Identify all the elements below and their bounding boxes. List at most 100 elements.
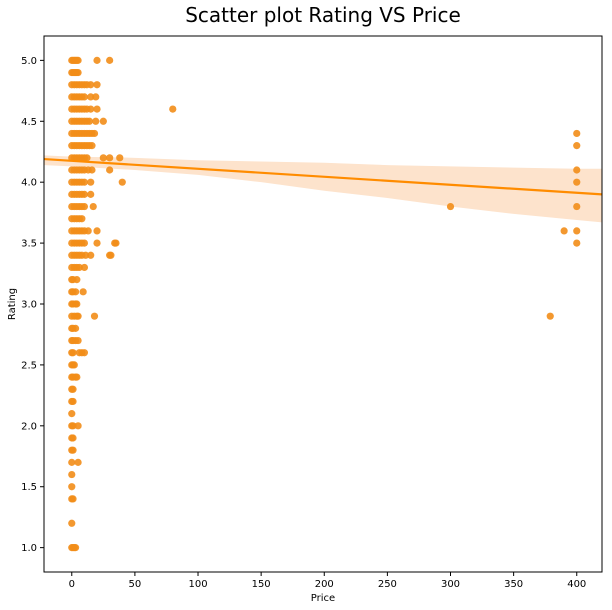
data-point	[573, 227, 581, 235]
data-point	[446, 202, 455, 211]
data-point	[71, 544, 80, 552]
data-point	[75, 263, 83, 272]
data-point	[69, 397, 77, 406]
x-tick-label: 250	[378, 579, 397, 590]
data-point	[69, 349, 77, 357]
x-tick-label: 200	[315, 579, 334, 590]
x-tick-label: 400	[567, 579, 586, 590]
data-point	[74, 458, 82, 466]
x-axis-label: Price	[311, 593, 335, 604]
y-tick-label: 3.0	[21, 300, 37, 311]
data-point	[573, 129, 581, 138]
chart-title: Scatter plot Rating VS Price	[185, 3, 461, 27]
data-point	[118, 178, 126, 186]
y-tick-label: 2.0	[21, 421, 37, 432]
data-point	[106, 154, 114, 162]
data-point	[560, 227, 568, 235]
data-point	[112, 239, 120, 247]
y-tick-label: 1.0	[21, 543, 37, 554]
data-point	[90, 129, 99, 138]
data-point	[80, 190, 88, 198]
data-point	[106, 56, 114, 64]
data-point	[80, 239, 88, 247]
x-tick-label: 350	[504, 579, 523, 590]
confidence-band-layer	[44, 155, 602, 223]
data-point	[88, 166, 96, 174]
data-point	[99, 117, 107, 125]
data-point	[68, 458, 76, 466]
data-point	[74, 336, 82, 345]
data-point	[69, 495, 77, 503]
data-point	[68, 470, 76, 479]
y-axis: 1.0 1.5 2.0 2.5 3.0 3.5 4.0 4.5 5.0	[21, 56, 44, 554]
regression-line	[43, 157, 603, 196]
data-point	[573, 142, 581, 150]
x-tick-label: 0	[69, 579, 75, 590]
data-point	[70, 361, 78, 369]
y-tick-label: 1.5	[21, 482, 37, 493]
data-point	[80, 178, 88, 186]
data-point	[71, 288, 80, 296]
data-point	[573, 178, 581, 186]
data-point	[80, 202, 88, 211]
data-point	[78, 215, 86, 223]
data-point	[74, 68, 82, 77]
data-point	[73, 300, 81, 308]
data-point	[85, 117, 94, 125]
data-point	[87, 93, 95, 101]
data-point	[84, 227, 92, 235]
data-point	[93, 105, 101, 113]
data-point	[68, 519, 76, 527]
x-tick-label: 150	[252, 579, 271, 590]
data-point	[88, 142, 96, 150]
data-point	[87, 251, 95, 259]
data-point	[93, 239, 101, 247]
data-point	[80, 349, 88, 357]
data-point	[89, 202, 97, 211]
x-tick-label: 100	[188, 579, 207, 590]
confidence-band	[44, 155, 602, 223]
data-point	[69, 385, 77, 393]
data-point	[116, 154, 124, 162]
points-layer	[68, 56, 581, 552]
data-point	[83, 154, 91, 162]
data-point	[87, 190, 95, 198]
data-point	[573, 202, 581, 211]
data-point	[106, 166, 114, 174]
y-tick-label: 4.0	[21, 178, 37, 189]
x-tick-label: 50	[129, 579, 142, 590]
plot-frame	[43, 35, 603, 573]
data-point	[74, 56, 82, 64]
data-point	[80, 263, 88, 272]
data-point	[69, 434, 77, 442]
regression-line-layer	[43, 157, 603, 196]
data-point	[73, 276, 81, 284]
data-point	[87, 178, 95, 186]
data-point	[546, 312, 554, 320]
data-point	[73, 373, 81, 381]
y-tick-label: 5.0	[21, 56, 37, 67]
data-point	[93, 56, 101, 64]
y-axis-label: Rating	[7, 288, 18, 320]
data-point	[74, 312, 82, 320]
x-tick-label: 300	[441, 579, 460, 590]
data-point	[169, 105, 177, 113]
data-point	[82, 251, 90, 259]
data-point	[87, 81, 95, 89]
data-point	[92, 117, 100, 125]
data-point	[93, 227, 101, 235]
data-point	[80, 93, 88, 101]
data-point	[573, 239, 581, 247]
y-tick-label: 4.5	[21, 117, 37, 128]
data-point	[69, 446, 77, 454]
data-point	[79, 288, 87, 296]
data-point	[90, 312, 99, 320]
data-point	[573, 166, 581, 174]
data-point	[74, 422, 82, 430]
data-point	[93, 81, 101, 89]
data-point	[71, 324, 80, 332]
data-point	[99, 154, 107, 162]
data-point	[68, 410, 76, 418]
data-point	[92, 93, 100, 101]
